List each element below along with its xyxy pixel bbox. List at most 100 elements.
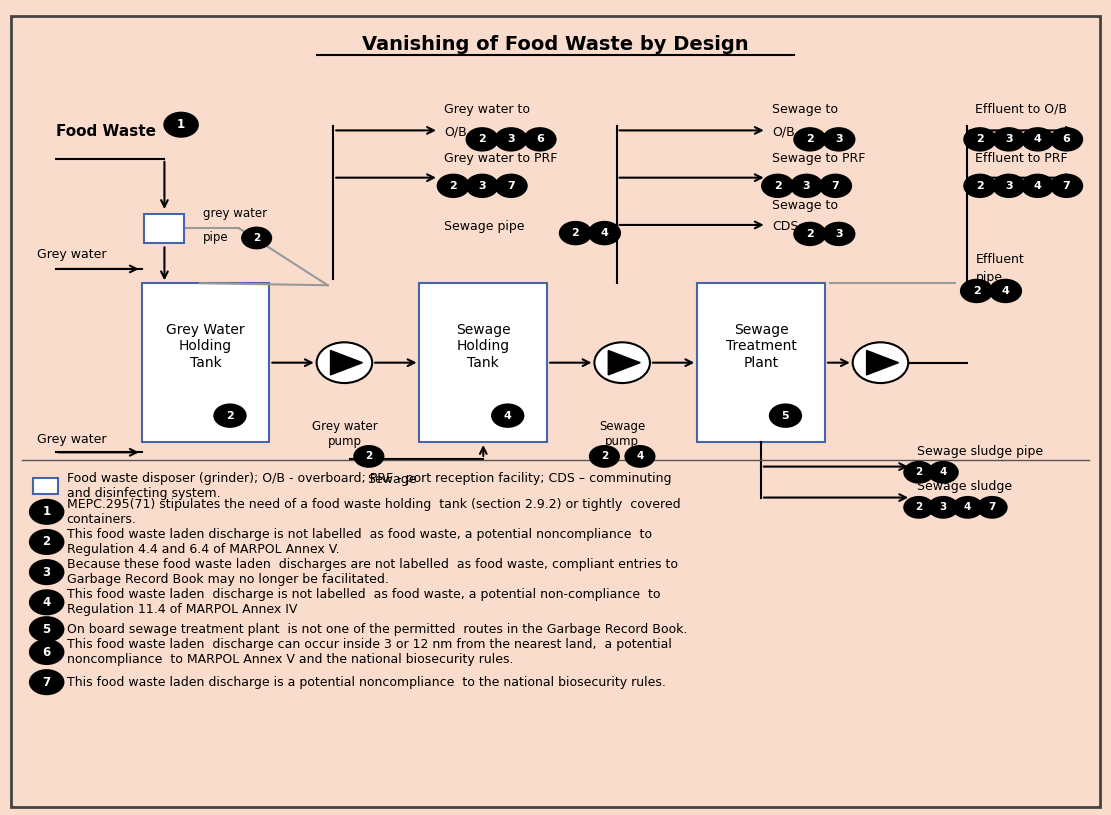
Text: 3: 3 <box>803 181 810 191</box>
Text: Grey water: Grey water <box>37 248 107 261</box>
Text: Effluent to PRF: Effluent to PRF <box>975 152 1068 165</box>
Circle shape <box>1050 127 1083 152</box>
Text: 4: 4 <box>42 596 51 609</box>
Circle shape <box>960 279 993 303</box>
Bar <box>142 283 269 442</box>
Circle shape <box>793 127 827 152</box>
Circle shape <box>29 559 64 585</box>
Circle shape <box>790 174 823 198</box>
Circle shape <box>29 529 64 555</box>
Circle shape <box>588 221 621 245</box>
Text: 5: 5 <box>42 623 51 636</box>
Text: MEPC.295(71) stipulates the need of a food waste holding  tank (section 2.9.2) o: MEPC.295(71) stipulates the need of a fo… <box>67 498 680 526</box>
Text: 1: 1 <box>42 505 51 518</box>
Text: pipe: pipe <box>975 271 1002 284</box>
Circle shape <box>793 222 827 246</box>
Bar <box>419 283 547 442</box>
Circle shape <box>241 227 272 249</box>
Text: 5: 5 <box>782 411 789 421</box>
Circle shape <box>353 445 384 468</box>
Circle shape <box>992 127 1025 152</box>
Text: 7: 7 <box>508 181 514 191</box>
Circle shape <box>624 445 655 468</box>
Text: 3: 3 <box>508 134 514 144</box>
Circle shape <box>466 127 499 152</box>
Text: 2: 2 <box>601 452 608 461</box>
Circle shape <box>29 639 64 665</box>
Text: 2: 2 <box>42 535 51 548</box>
Circle shape <box>963 127 997 152</box>
Circle shape <box>761 174 794 198</box>
Text: CDS: CDS <box>772 220 799 233</box>
Text: This food waste laden discharge is a potential noncompliance  to the national bi: This food waste laden discharge is a pot… <box>67 676 665 689</box>
Text: 2: 2 <box>227 411 233 421</box>
Text: 2: 2 <box>253 233 260 243</box>
Circle shape <box>163 112 199 138</box>
Text: Grey water
pump: Grey water pump <box>311 420 378 447</box>
Text: Grey water to PRF: Grey water to PRF <box>444 152 558 165</box>
Text: Sewage pipe: Sewage pipe <box>444 220 524 233</box>
Text: 4: 4 <box>503 411 512 421</box>
Text: 2: 2 <box>366 452 372 461</box>
Text: 4: 4 <box>1033 134 1042 144</box>
Text: pipe: pipe <box>203 231 229 244</box>
Circle shape <box>1021 127 1054 152</box>
Circle shape <box>952 496 983 519</box>
Text: Effluent to O/B: Effluent to O/B <box>975 103 1068 116</box>
Text: Sewage to: Sewage to <box>772 103 838 116</box>
Circle shape <box>466 174 499 198</box>
Circle shape <box>769 403 802 428</box>
Text: 2: 2 <box>479 134 486 144</box>
Text: 3: 3 <box>479 181 486 191</box>
Text: 3: 3 <box>940 502 947 513</box>
Text: Vanishing of Food Waste by Design: Vanishing of Food Waste by Design <box>362 35 749 55</box>
Text: Sewage
pump: Sewage pump <box>599 420 645 447</box>
Polygon shape <box>867 350 899 375</box>
Text: Sewage
Treatment
Plant: Sewage Treatment Plant <box>725 324 797 369</box>
Text: 2: 2 <box>807 134 813 144</box>
Text: 7: 7 <box>42 676 51 689</box>
Text: This food waste laden  discharge can occur inside 3 or 12 nm from the nearest la: This food waste laden discharge can occu… <box>67 638 671 666</box>
Circle shape <box>29 669 64 695</box>
Circle shape <box>853 342 909 383</box>
Text: 4: 4 <box>940 467 947 478</box>
Circle shape <box>977 496 1008 519</box>
Text: Sewage
Holding
Tank: Sewage Holding Tank <box>456 324 511 369</box>
Bar <box>144 214 184 243</box>
Text: 3: 3 <box>835 229 842 239</box>
Text: 3: 3 <box>1005 134 1012 144</box>
Text: 4: 4 <box>600 228 609 238</box>
Circle shape <box>594 342 650 383</box>
Text: 6: 6 <box>42 645 51 659</box>
Text: 3: 3 <box>1005 181 1012 191</box>
Circle shape <box>559 221 592 245</box>
Text: 2: 2 <box>807 229 813 239</box>
Circle shape <box>437 174 470 198</box>
Circle shape <box>29 589 64 615</box>
Text: 6: 6 <box>536 134 544 144</box>
Text: Sewage sludge pipe: Sewage sludge pipe <box>917 446 1043 458</box>
Bar <box>698 283 824 442</box>
Text: 2: 2 <box>977 134 983 144</box>
Text: Effluent: Effluent <box>975 253 1024 266</box>
Text: Sewage to: Sewage to <box>772 199 838 212</box>
Polygon shape <box>609 350 640 375</box>
Text: This food waste laden  discharge is not labelled  as food waste, a potential non: This food waste laden discharge is not l… <box>67 588 660 616</box>
Circle shape <box>213 403 247 428</box>
Text: Because these food waste laden  discharges are not labelled  as food waste, comp: Because these food waste laden discharge… <box>67 558 678 586</box>
Circle shape <box>491 403 524 428</box>
Circle shape <box>523 127 557 152</box>
Text: Sewage sludge: Sewage sludge <box>917 481 1012 493</box>
Text: O/B: O/B <box>772 126 794 139</box>
Text: 2: 2 <box>915 467 922 478</box>
Bar <box>33 478 58 494</box>
Circle shape <box>29 616 64 642</box>
Text: 3: 3 <box>42 566 51 579</box>
Text: Sewage to PRF: Sewage to PRF <box>772 152 865 165</box>
Circle shape <box>989 279 1022 303</box>
Circle shape <box>1050 174 1083 198</box>
Circle shape <box>29 499 64 525</box>
Circle shape <box>928 496 959 519</box>
Polygon shape <box>331 350 362 375</box>
Text: 1: 1 <box>177 118 186 131</box>
